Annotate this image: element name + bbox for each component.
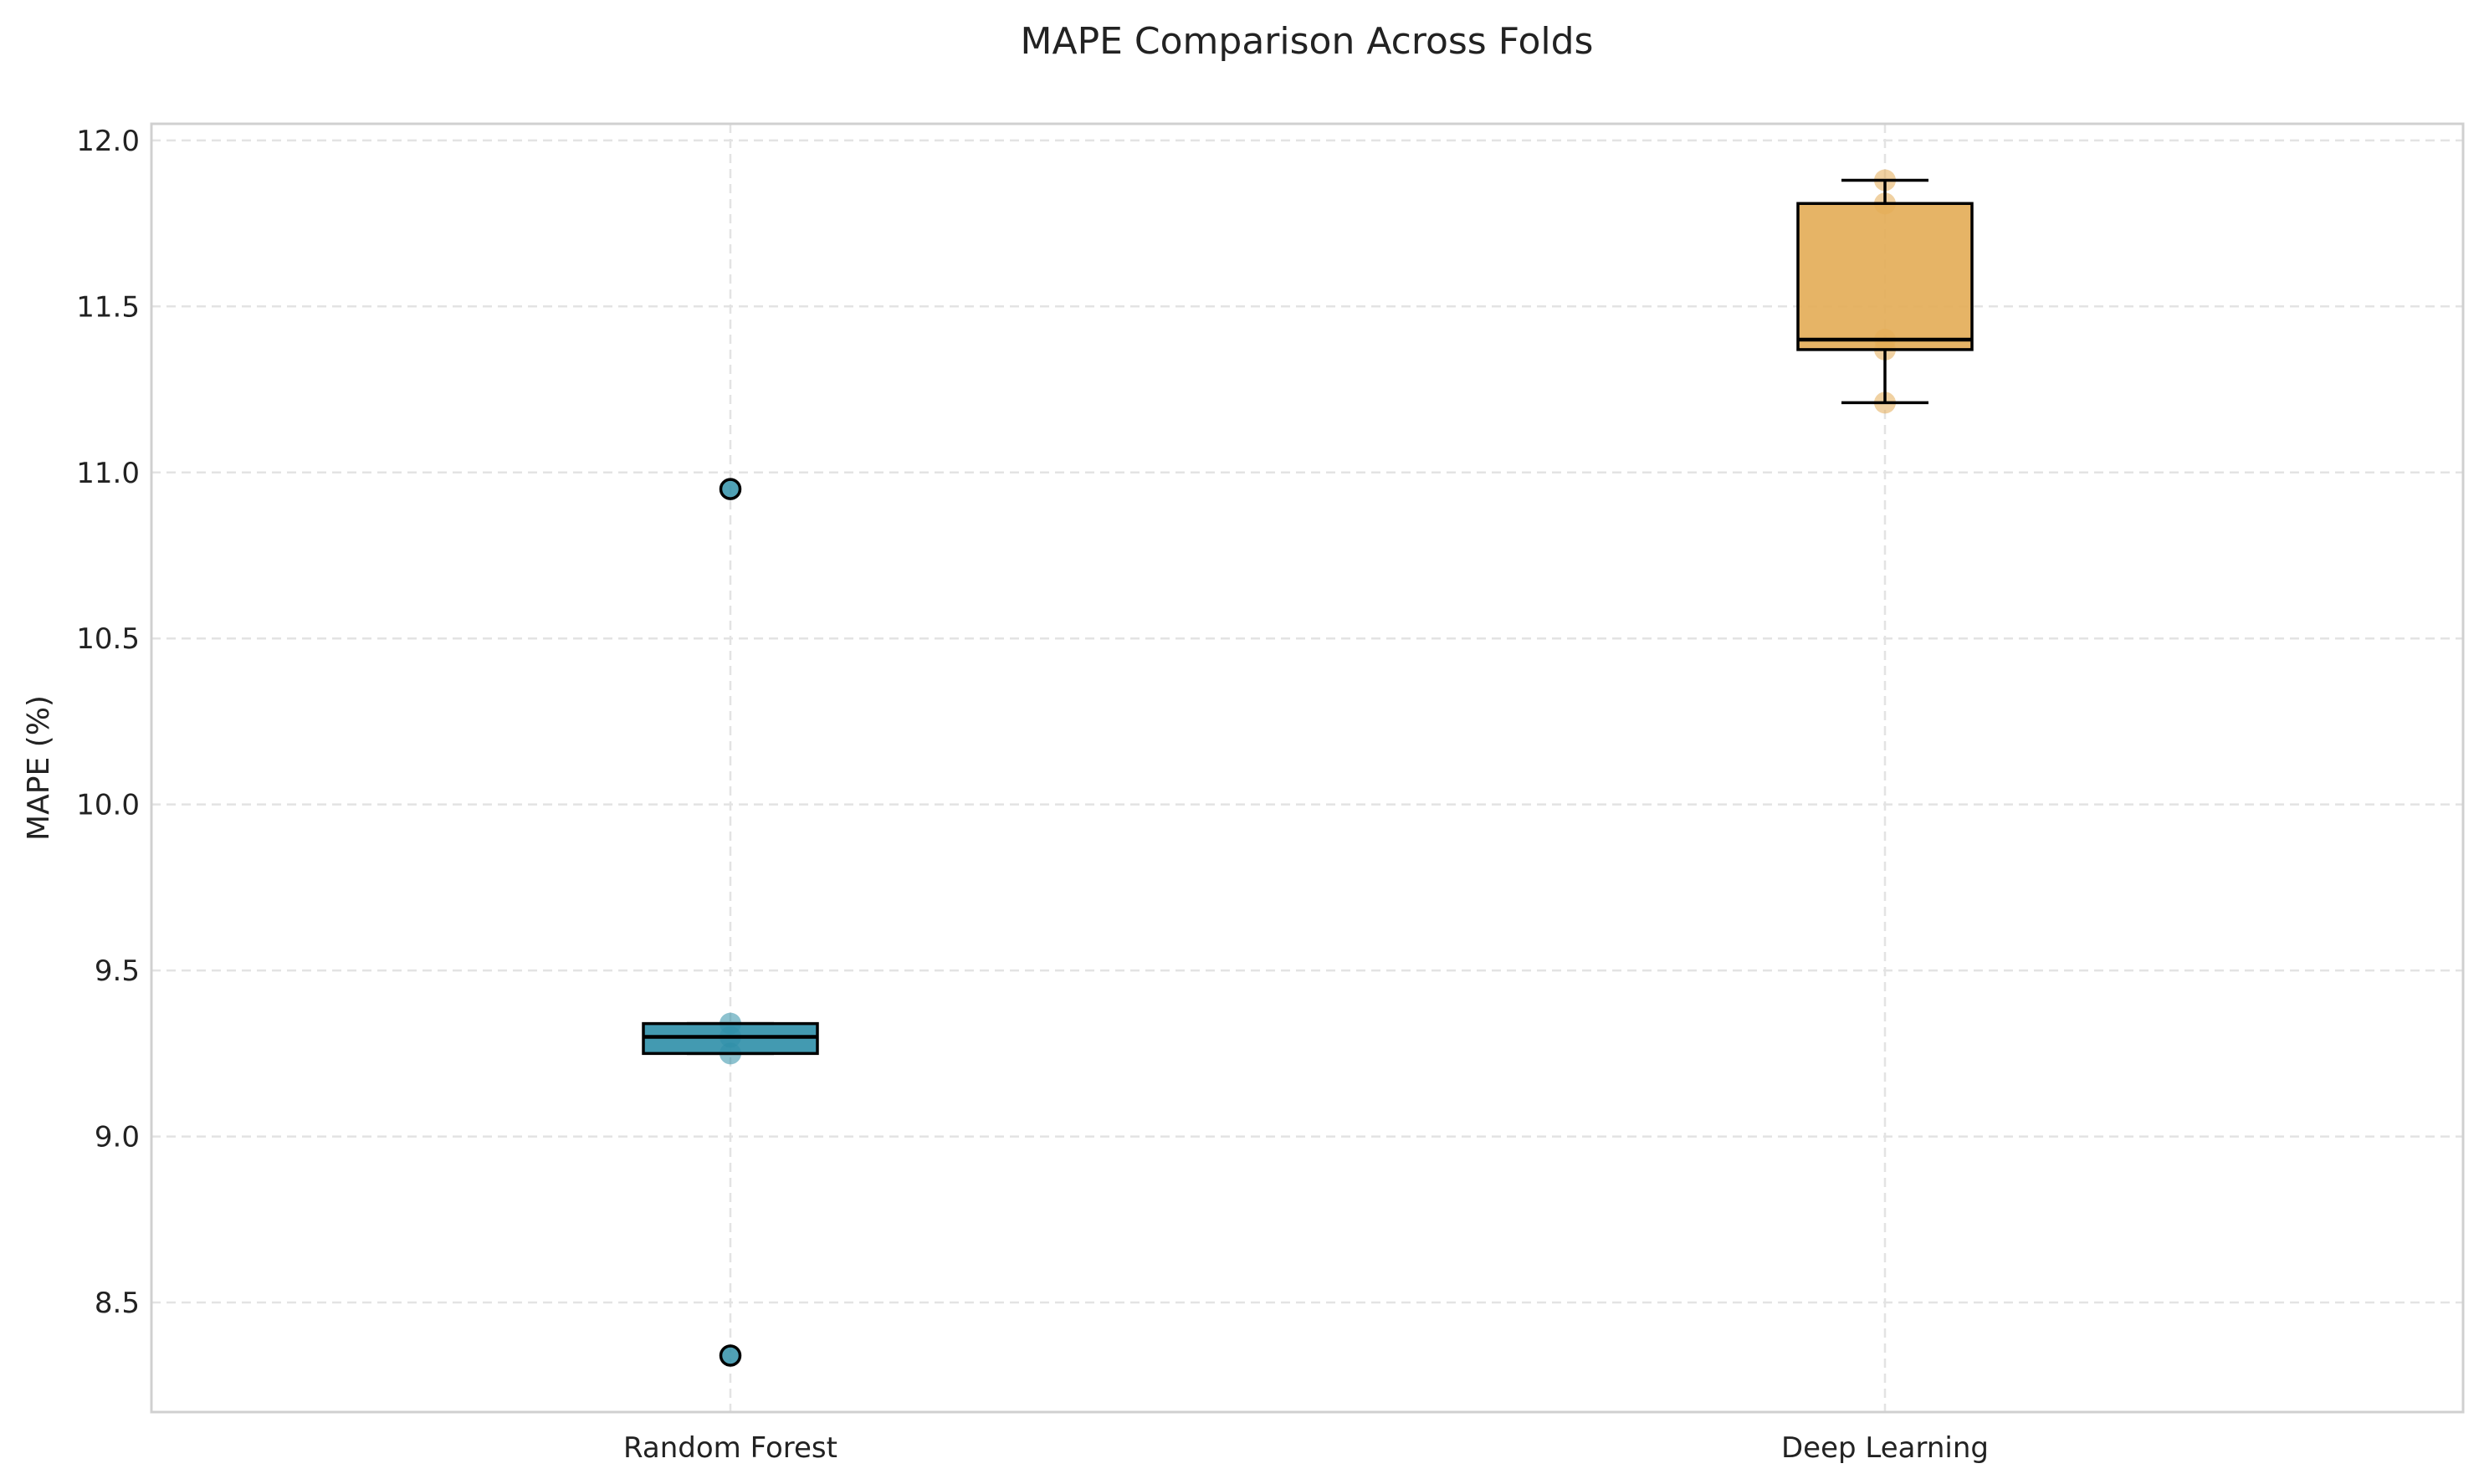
- plot-frame: [150, 122, 2465, 1414]
- outlier-point: [719, 478, 742, 500]
- box-random-forest: [642, 478, 819, 1367]
- y-tick-label: 11.5: [76, 290, 140, 324]
- outlier-point: [719, 1344, 742, 1367]
- iqr-box: [1796, 202, 1974, 351]
- box-deep-learning: [1796, 169, 1974, 414]
- y-tick-label: 12.0: [76, 125, 140, 158]
- y-tick-label: 9.5: [95, 954, 140, 988]
- x-tick-label: Random Forest: [623, 1431, 837, 1465]
- y-tick-label: 11.0: [76, 457, 140, 490]
- y-tick-label: 10.0: [76, 789, 140, 822]
- y-tick-label: 9.0: [95, 1121, 140, 1154]
- y-tick-label: 10.5: [76, 622, 140, 656]
- x-tick-label: Deep Learning: [1781, 1431, 1989, 1465]
- chart-title: MAPE Comparison Across Folds: [1021, 20, 1594, 63]
- y-tick-label: 8.5: [95, 1287, 140, 1320]
- y-axis-label: MAPE (%): [22, 695, 56, 841]
